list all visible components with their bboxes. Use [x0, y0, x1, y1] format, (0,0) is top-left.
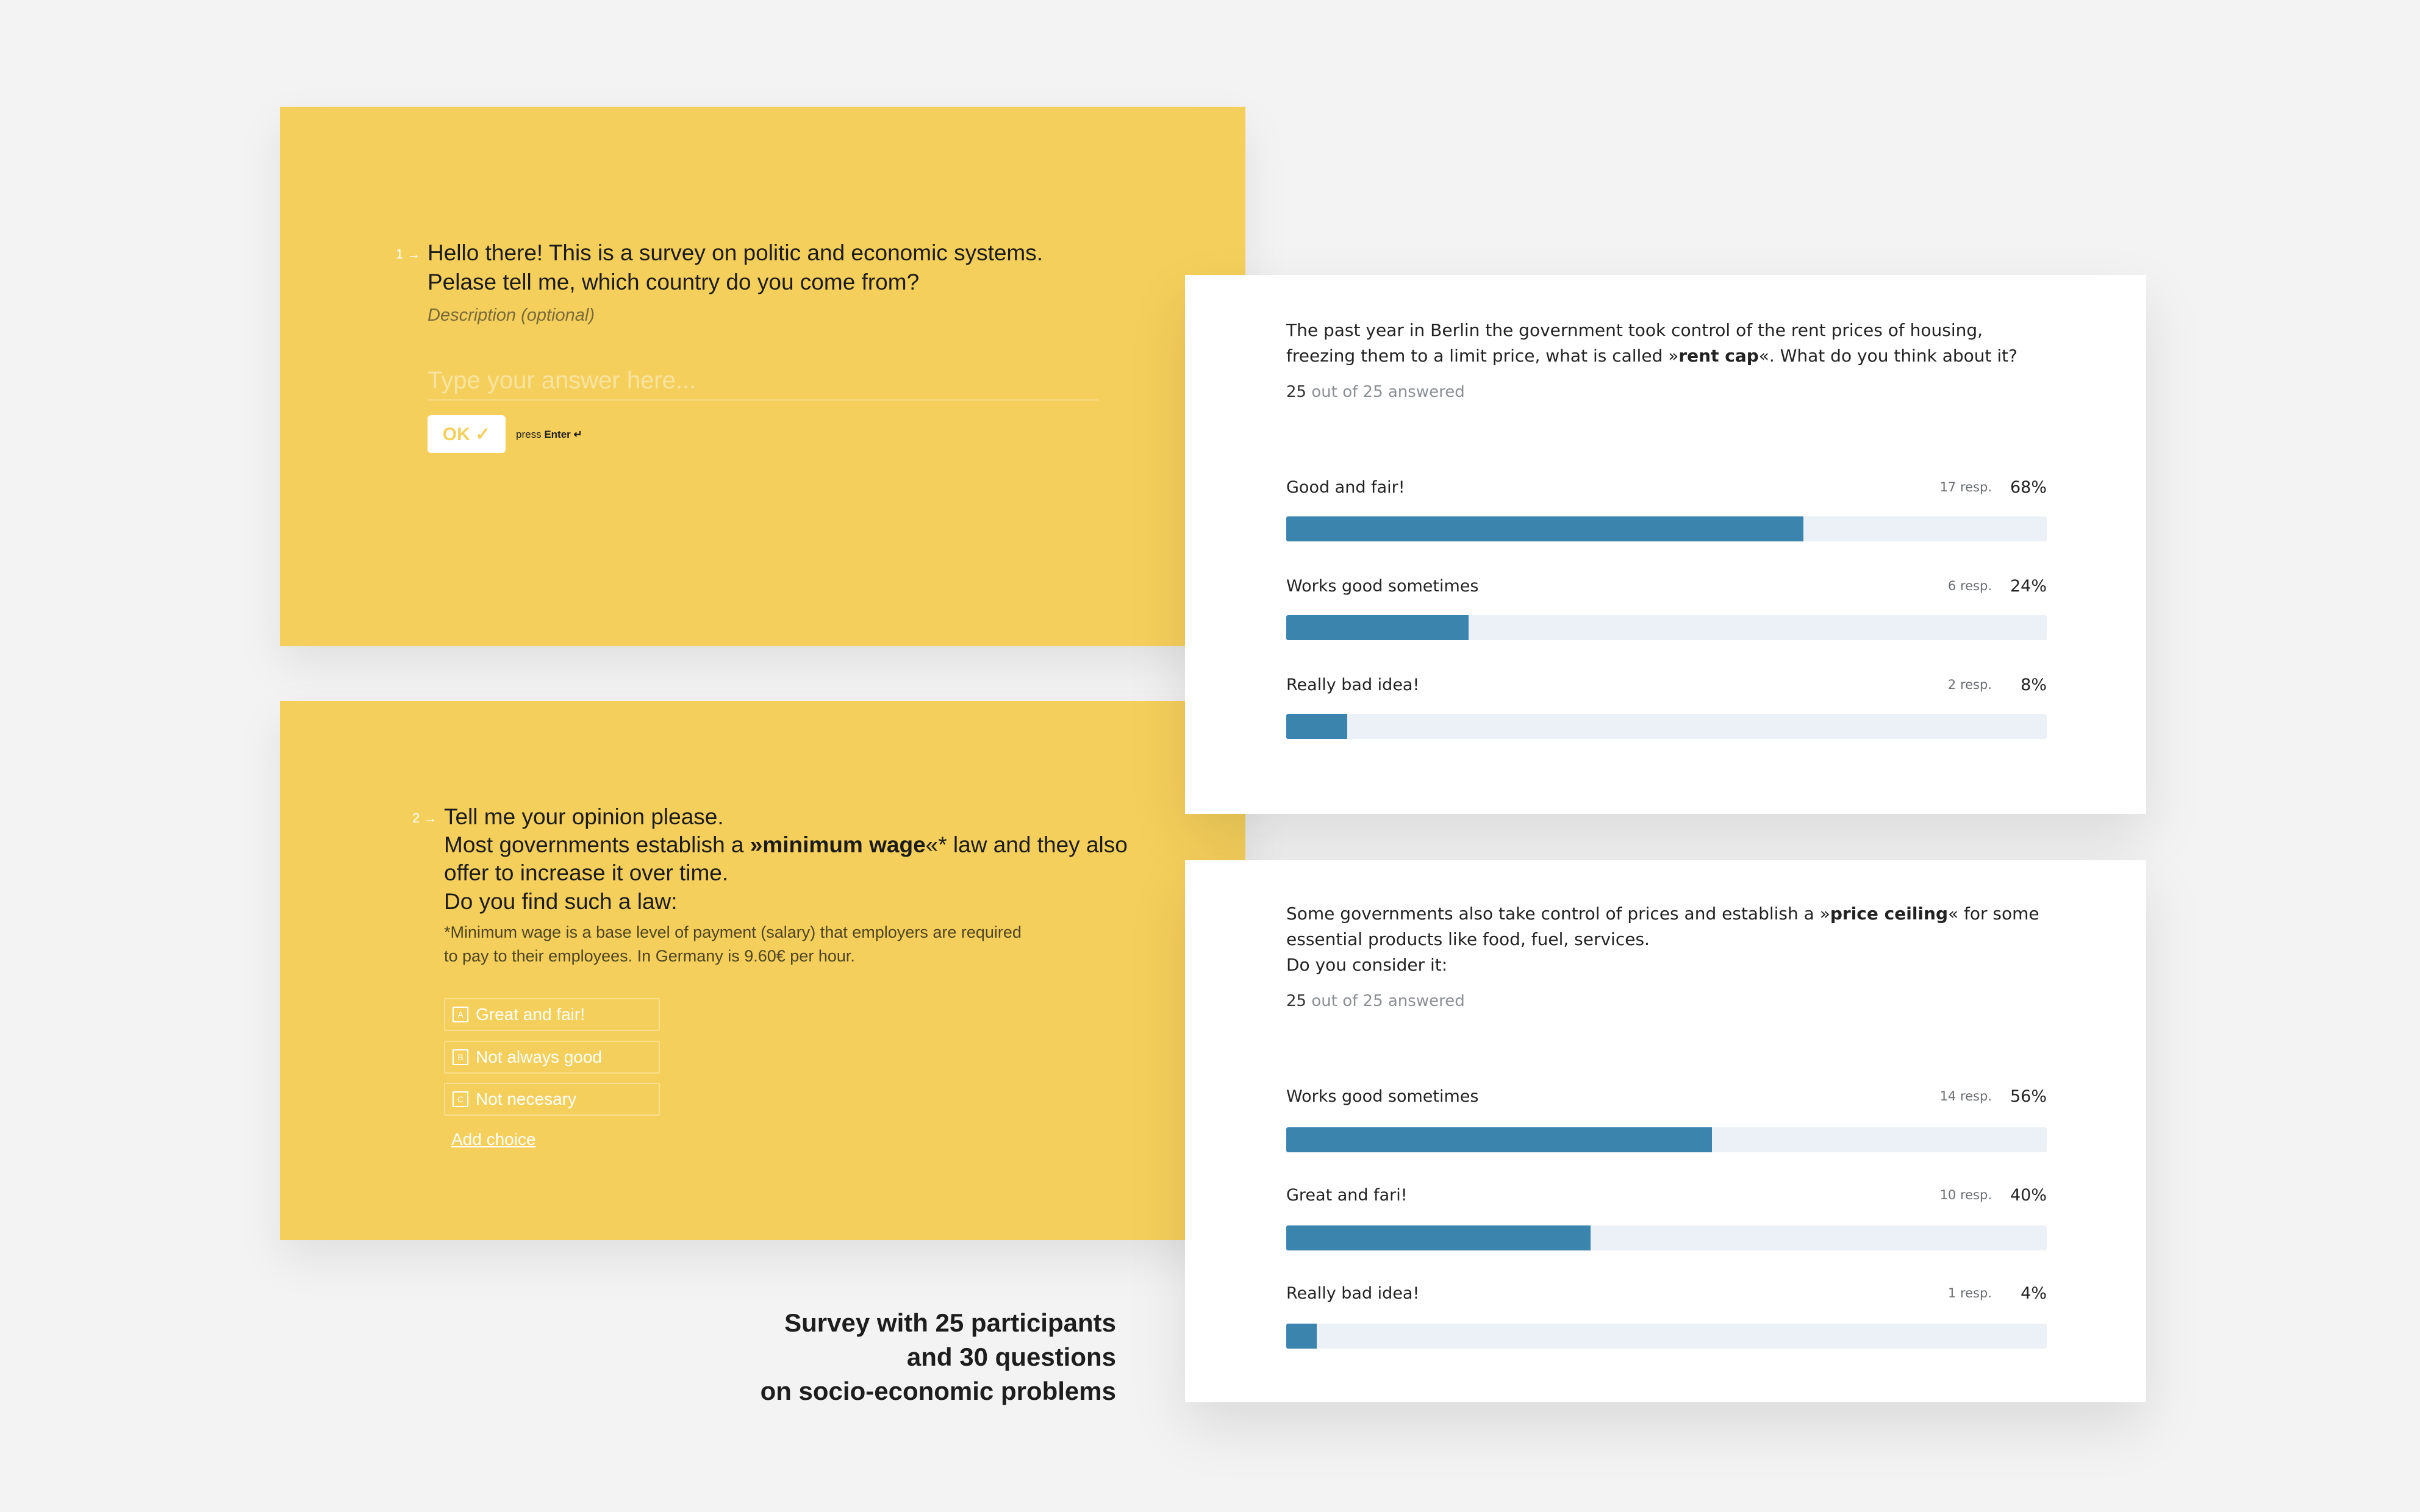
result-bar-track	[1286, 615, 2047, 640]
answered-suffix: out of 25 answered	[1306, 992, 1465, 1010]
question-card-1: 1 → Hello there! This is a survey on pol…	[280, 107, 1245, 646]
results-question: The past year in Berlin the government t…	[1286, 318, 2049, 369]
option-responses: 6 resp.	[1947, 579, 1992, 593]
choice-a[interactable]: A Great and fair!	[444, 998, 660, 1031]
choice-key: A	[453, 1007, 468, 1022]
caption-line-2: and 30 questions	[906, 1343, 1116, 1371]
option-percent: 68%	[2010, 478, 2047, 497]
choice-label: Not always good	[476, 1047, 603, 1066]
option-responses: 17 resp.	[1939, 480, 1992, 494]
choice-b[interactable]: B Not always good	[444, 1041, 660, 1074]
answered-count: 25 out of 25 answered	[1286, 383, 1465, 401]
option-label: Works good sometimes	[1286, 1087, 1479, 1106]
enter-key-label: Enter ↵	[544, 429, 582, 440]
option-percent: 56%	[2010, 1087, 2047, 1106]
text-segment: The past year in Berlin the government t…	[1286, 320, 1983, 366]
question-description[interactable]: Description (optional)	[428, 305, 595, 325]
question-number: 2 →	[412, 810, 437, 826]
option-label: Good and fair!	[1286, 478, 1405, 497]
option-responses: 10 resp.	[1939, 1188, 1992, 1202]
press-hint-prefix: press	[516, 429, 542, 440]
option-label: Really bad idea!	[1286, 1284, 1420, 1303]
footnote-line-2: to pay to their employees. In Germany is…	[444, 947, 855, 965]
result-bar-track	[1286, 516, 2047, 541]
option-responses: 14 resp.	[1939, 1089, 1992, 1104]
result-bar-fill	[1286, 516, 1803, 541]
answered-number: 25	[1286, 992, 1307, 1010]
option-percent: 4%	[2021, 1284, 2047, 1303]
answer-input[interactable]	[428, 362, 1098, 401]
answered-count: 25 out of 25 answered	[1286, 992, 1465, 1010]
text-segment: «. What do you think about it?	[1758, 346, 2018, 366]
results-card-2: Some governments also take control of pr…	[1185, 860, 2146, 1402]
result-bar-track	[1286, 714, 2047, 739]
question-text-line-2: Most governments establish a »minimum wa…	[444, 830, 1128, 860]
survey-caption: Survey with 25 participants and 30 quest…	[701, 1306, 1116, 1408]
result-bar-fill	[1286, 1225, 1591, 1250]
choice-c[interactable]: C Not necesary	[444, 1083, 660, 1116]
text-segment: « for some essential products like food,…	[1286, 904, 2039, 949]
text-segment: Do you consider it:	[1286, 955, 1448, 975]
result-bar-fill	[1286, 714, 1347, 739]
price-ceiling-term: price ceiling	[1830, 904, 1948, 924]
result-bar-fill	[1286, 615, 1469, 640]
result-bar-track	[1286, 1225, 2047, 1250]
question-text-line-2: Pelase tell me, which country do you com…	[428, 269, 920, 294]
result-bar-fill	[1286, 1324, 1317, 1349]
caption-line-1: Survey with 25 participants	[784, 1308, 1116, 1337]
option-responses: 1 resp.	[1947, 1286, 1992, 1300]
text-segment: Some governments also take control of pr…	[1286, 904, 1830, 924]
add-choice-link[interactable]: Add choice	[451, 1130, 536, 1149]
answered-suffix: out of 25 answered	[1306, 383, 1465, 401]
option-percent: 8%	[2021, 676, 2047, 694]
result-bar-fill	[1286, 1127, 1713, 1152]
results-question: Some governments also take control of pr…	[1286, 901, 2049, 978]
press-enter-hint: press Enter ↵	[516, 429, 582, 441]
question-number: 1 →	[396, 246, 421, 262]
choice-label: Not necesary	[476, 1089, 576, 1108]
results-card-1: The past year in Berlin the government t…	[1185, 275, 2146, 814]
text-segment: Most governments establish a	[444, 832, 750, 857]
footnote-line-1: *Minimum wage is a base level of payment…	[444, 923, 1022, 941]
choice-key: B	[453, 1049, 468, 1065]
question-text-line-4: Do you find such a law:	[444, 889, 678, 914]
option-label: Works good sometimes	[1286, 577, 1479, 596]
question-text-line-3: offer to increase it over time.	[444, 860, 729, 885]
choice-label: Great and fair!	[476, 1005, 585, 1024]
option-label: Great and fari!	[1286, 1186, 1408, 1205]
result-bar-track	[1286, 1127, 2047, 1152]
answered-number: 25	[1286, 383, 1307, 401]
question-text-line-1: Tell me your opinion please.	[444, 804, 724, 829]
option-percent: 24%	[2010, 577, 2047, 596]
rent-cap-term: rent cap	[1678, 346, 1759, 366]
option-responses: 2 resp.	[1947, 677, 1992, 692]
ok-button[interactable]: OK ✓	[428, 415, 506, 453]
question-card-2: 2 → Tell me your opinion please. Most go…	[280, 701, 1245, 1240]
caption-line-3: on socio-economic problems	[760, 1377, 1116, 1405]
result-bar-track	[1286, 1324, 2047, 1349]
text-segment: «* law and they also	[925, 832, 1128, 857]
option-label: Really bad idea!	[1286, 676, 1420, 694]
minimum-wage-term: »minimum wage	[750, 832, 926, 857]
question-text-line-1: Hello there! This is a survey on politic…	[428, 240, 1044, 265]
option-percent: 40%	[2010, 1186, 2047, 1205]
choice-key: C	[453, 1091, 468, 1107]
